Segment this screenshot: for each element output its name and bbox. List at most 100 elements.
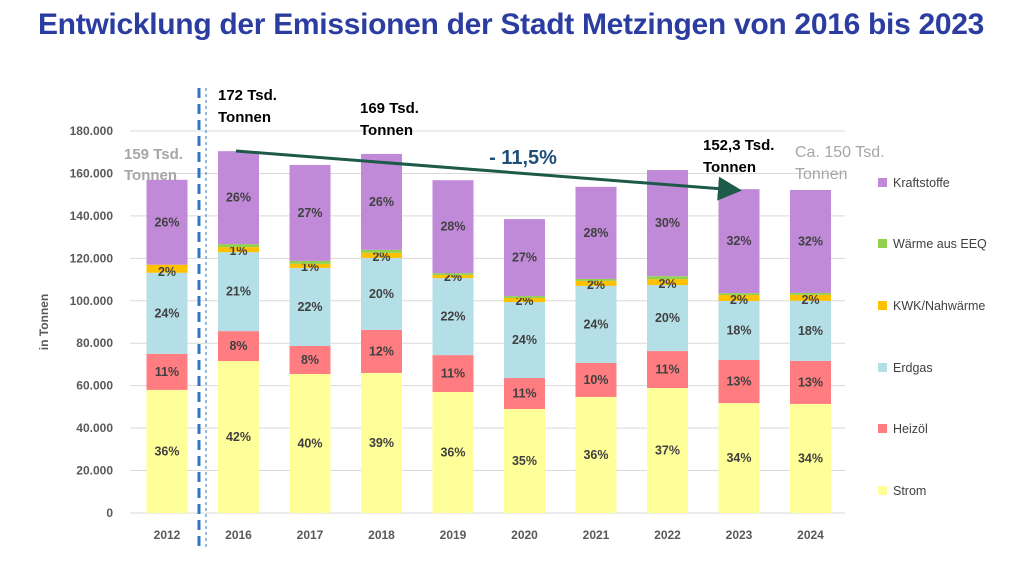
bar-segment-erdgas bbox=[790, 300, 831, 361]
y-tick-label: 100.000 bbox=[70, 294, 114, 308]
data-label: 24% bbox=[154, 306, 179, 320]
x-tick-label: 2024 bbox=[797, 528, 824, 542]
data-label: 22% bbox=[297, 300, 322, 314]
bar-segment-kwk-nahw-rme bbox=[432, 275, 474, 279]
y-tick-label: 120.000 bbox=[70, 251, 114, 265]
bar-segment-kwk-nahw-rme bbox=[647, 279, 688, 286]
data-label: 27% bbox=[512, 251, 537, 265]
bar-segment-heiz-l bbox=[575, 362, 617, 397]
bar-segment-erdgas bbox=[361, 257, 402, 330]
data-label: 26% bbox=[226, 191, 251, 205]
annotation-2023: 152,3 Tsd. bbox=[703, 137, 774, 154]
x-tick-label: 2022 bbox=[654, 528, 681, 542]
data-label: 42% bbox=[226, 430, 251, 444]
bar-segment-kraftstoffe bbox=[146, 179, 188, 265]
y-tick-label: 80.000 bbox=[76, 336, 113, 350]
bar-segment-w-rme-aus-eeq bbox=[361, 249, 402, 253]
x-tick-label: 2019 bbox=[440, 528, 467, 542]
legend-label: Wärme aus EEQ bbox=[893, 237, 987, 251]
x-tick-label: 2020 bbox=[511, 528, 538, 542]
data-label: 40% bbox=[297, 436, 322, 450]
bar-segment-kraftstoffe bbox=[790, 189, 831, 293]
data-label: 2% bbox=[730, 293, 748, 307]
legend-label: KWK/Nahwärme bbox=[893, 299, 985, 313]
data-label: 11% bbox=[155, 365, 179, 379]
annotation-2024: Ca. 150 Tsd. bbox=[795, 144, 885, 161]
bar-segment-strom bbox=[432, 392, 474, 513]
bar-segment-heiz-l bbox=[790, 360, 831, 404]
data-label: 30% bbox=[655, 216, 680, 230]
annotation-2024: Tonnen bbox=[795, 166, 848, 183]
bar-segment-erdgas bbox=[146, 272, 188, 354]
bar-segment-heiz-l bbox=[289, 345, 331, 374]
bar-segment-strom bbox=[218, 361, 259, 513]
bar-segment-kwk-nahw-rme bbox=[146, 264, 188, 273]
bar-segment-w-rme-aus-eeq bbox=[718, 293, 760, 296]
bar-segment-kraftstoffe bbox=[289, 164, 331, 261]
bar-segment-kwk-nahw-rme bbox=[289, 263, 331, 268]
bar-segment-kraftstoffe bbox=[504, 219, 545, 297]
legend-label: Erdgas bbox=[893, 361, 933, 375]
data-label: 2% bbox=[587, 278, 605, 292]
bar-segment-w-rme-aus-eeq bbox=[790, 292, 831, 295]
data-label: 2% bbox=[372, 250, 390, 264]
data-label: 8% bbox=[229, 339, 247, 353]
data-label: 20% bbox=[655, 311, 680, 325]
data-label: 10% bbox=[583, 373, 608, 387]
x-tick-label: 2017 bbox=[297, 528, 324, 542]
y-tick-label: 140.000 bbox=[70, 209, 114, 223]
data-label: 26% bbox=[369, 195, 394, 209]
legend-swatch bbox=[878, 301, 887, 310]
data-label: 36% bbox=[440, 446, 465, 460]
bar-segment-heiz-l bbox=[432, 355, 474, 393]
y-tick-label: 180.000 bbox=[70, 124, 114, 138]
y-tick-label: 20.000 bbox=[76, 464, 113, 478]
bar-segment-strom bbox=[790, 403, 831, 513]
data-label: 28% bbox=[440, 220, 465, 234]
x-tick-label: 2016 bbox=[225, 528, 252, 542]
data-label: 12% bbox=[369, 344, 394, 358]
x-tick-label: 2018 bbox=[368, 528, 395, 542]
bar-segment-kraftstoffe bbox=[575, 186, 617, 279]
bar-segment-kraftstoffe bbox=[218, 151, 259, 245]
bar-segment-strom bbox=[504, 409, 545, 513]
chart-title: Entwicklung der Emissionen der Stadt Met… bbox=[37, 8, 985, 41]
data-label: 37% bbox=[655, 444, 680, 458]
x-tick-label: 2023 bbox=[726, 528, 753, 542]
data-label: 32% bbox=[798, 234, 823, 248]
data-label: 34% bbox=[798, 451, 823, 465]
y-tick-label: 160.000 bbox=[70, 166, 114, 180]
trend-label: - 11,5% bbox=[489, 147, 557, 169]
bar-segment-w-rme-aus-eeq bbox=[289, 260, 331, 264]
y-tick-label: 0 bbox=[106, 506, 113, 520]
legend-swatch bbox=[878, 178, 887, 187]
annotation-2012: 159 Tsd. bbox=[124, 146, 183, 163]
data-label: 18% bbox=[726, 323, 751, 337]
data-label: 27% bbox=[297, 206, 322, 220]
bar-segment-strom bbox=[575, 396, 617, 513]
bar-segment-w-rme-aus-eeq bbox=[504, 296, 545, 299]
annotation-2016: Tonnen bbox=[218, 109, 271, 126]
bar-segment-kwk-nahw-rme bbox=[218, 247, 259, 253]
bar-segment-strom bbox=[718, 403, 760, 513]
bar-segment-heiz-l bbox=[146, 353, 188, 390]
bar-segment-kraftstoffe bbox=[647, 170, 688, 277]
bar-segment-heiz-l bbox=[718, 359, 760, 404]
data-label: 28% bbox=[583, 226, 608, 240]
bar-segment-erdgas bbox=[504, 302, 545, 379]
data-label: 11% bbox=[441, 367, 465, 381]
data-label: 24% bbox=[583, 317, 608, 331]
data-label: 35% bbox=[512, 454, 537, 468]
data-label: 11% bbox=[655, 363, 679, 377]
x-tick-label: 2012 bbox=[154, 528, 181, 542]
data-label: 21% bbox=[226, 285, 251, 299]
y-tick-label: 60.000 bbox=[76, 379, 113, 393]
bar-segment-w-rme-aus-eeq bbox=[218, 244, 259, 248]
bar-segment-w-rme-aus-eeq bbox=[647, 276, 688, 280]
legend-swatch bbox=[878, 424, 887, 433]
bar-segment-heiz-l bbox=[504, 378, 545, 410]
bar-segment-kraftstoffe bbox=[718, 189, 760, 294]
bar-segment-erdgas bbox=[647, 285, 688, 352]
data-label: 22% bbox=[440, 310, 465, 324]
